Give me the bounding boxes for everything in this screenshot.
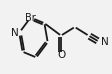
Text: Br: Br bbox=[25, 13, 36, 23]
Text: N: N bbox=[101, 37, 109, 47]
Text: O: O bbox=[57, 50, 65, 60]
Text: N: N bbox=[11, 28, 18, 38]
